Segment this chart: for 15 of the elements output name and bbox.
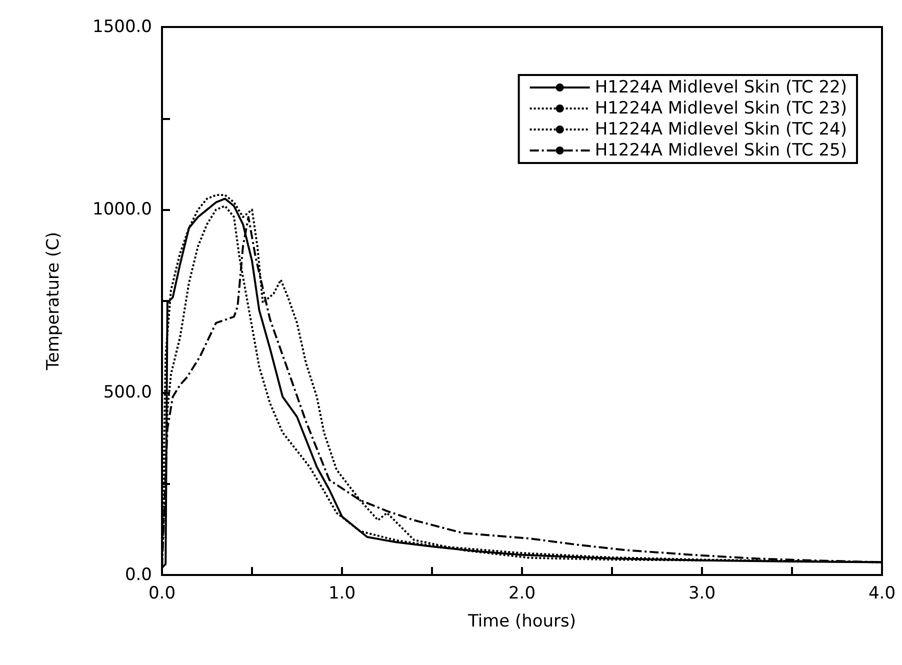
- x-tick-label: 1.0: [328, 584, 356, 604]
- y-axis-title: Temperature (C): [44, 232, 64, 372]
- y-tick-label: 1500.0: [92, 17, 152, 37]
- legend-label: H1224A Midlevel Skin (TC 24): [594, 120, 847, 140]
- x-tick-label: 4.0: [868, 584, 896, 604]
- legend-label: H1224A Midlevel Skin (TC 25): [594, 140, 847, 160]
- y-tick-label: 1000.0: [92, 200, 152, 220]
- y-tick-label: 500.0: [103, 382, 152, 402]
- x-axis-title: Time (hours): [466, 612, 576, 632]
- x-tick-label: 2.0: [508, 584, 536, 604]
- legend-label: H1224A Midlevel Skin (TC 23): [594, 98, 847, 118]
- x-tick-label: 0.0: [148, 584, 176, 604]
- legend-label: H1224A Midlevel Skin (TC 22): [594, 78, 847, 98]
- y-tick-label: 0.0: [124, 565, 152, 585]
- x-tick-label: 3.0: [688, 584, 716, 604]
